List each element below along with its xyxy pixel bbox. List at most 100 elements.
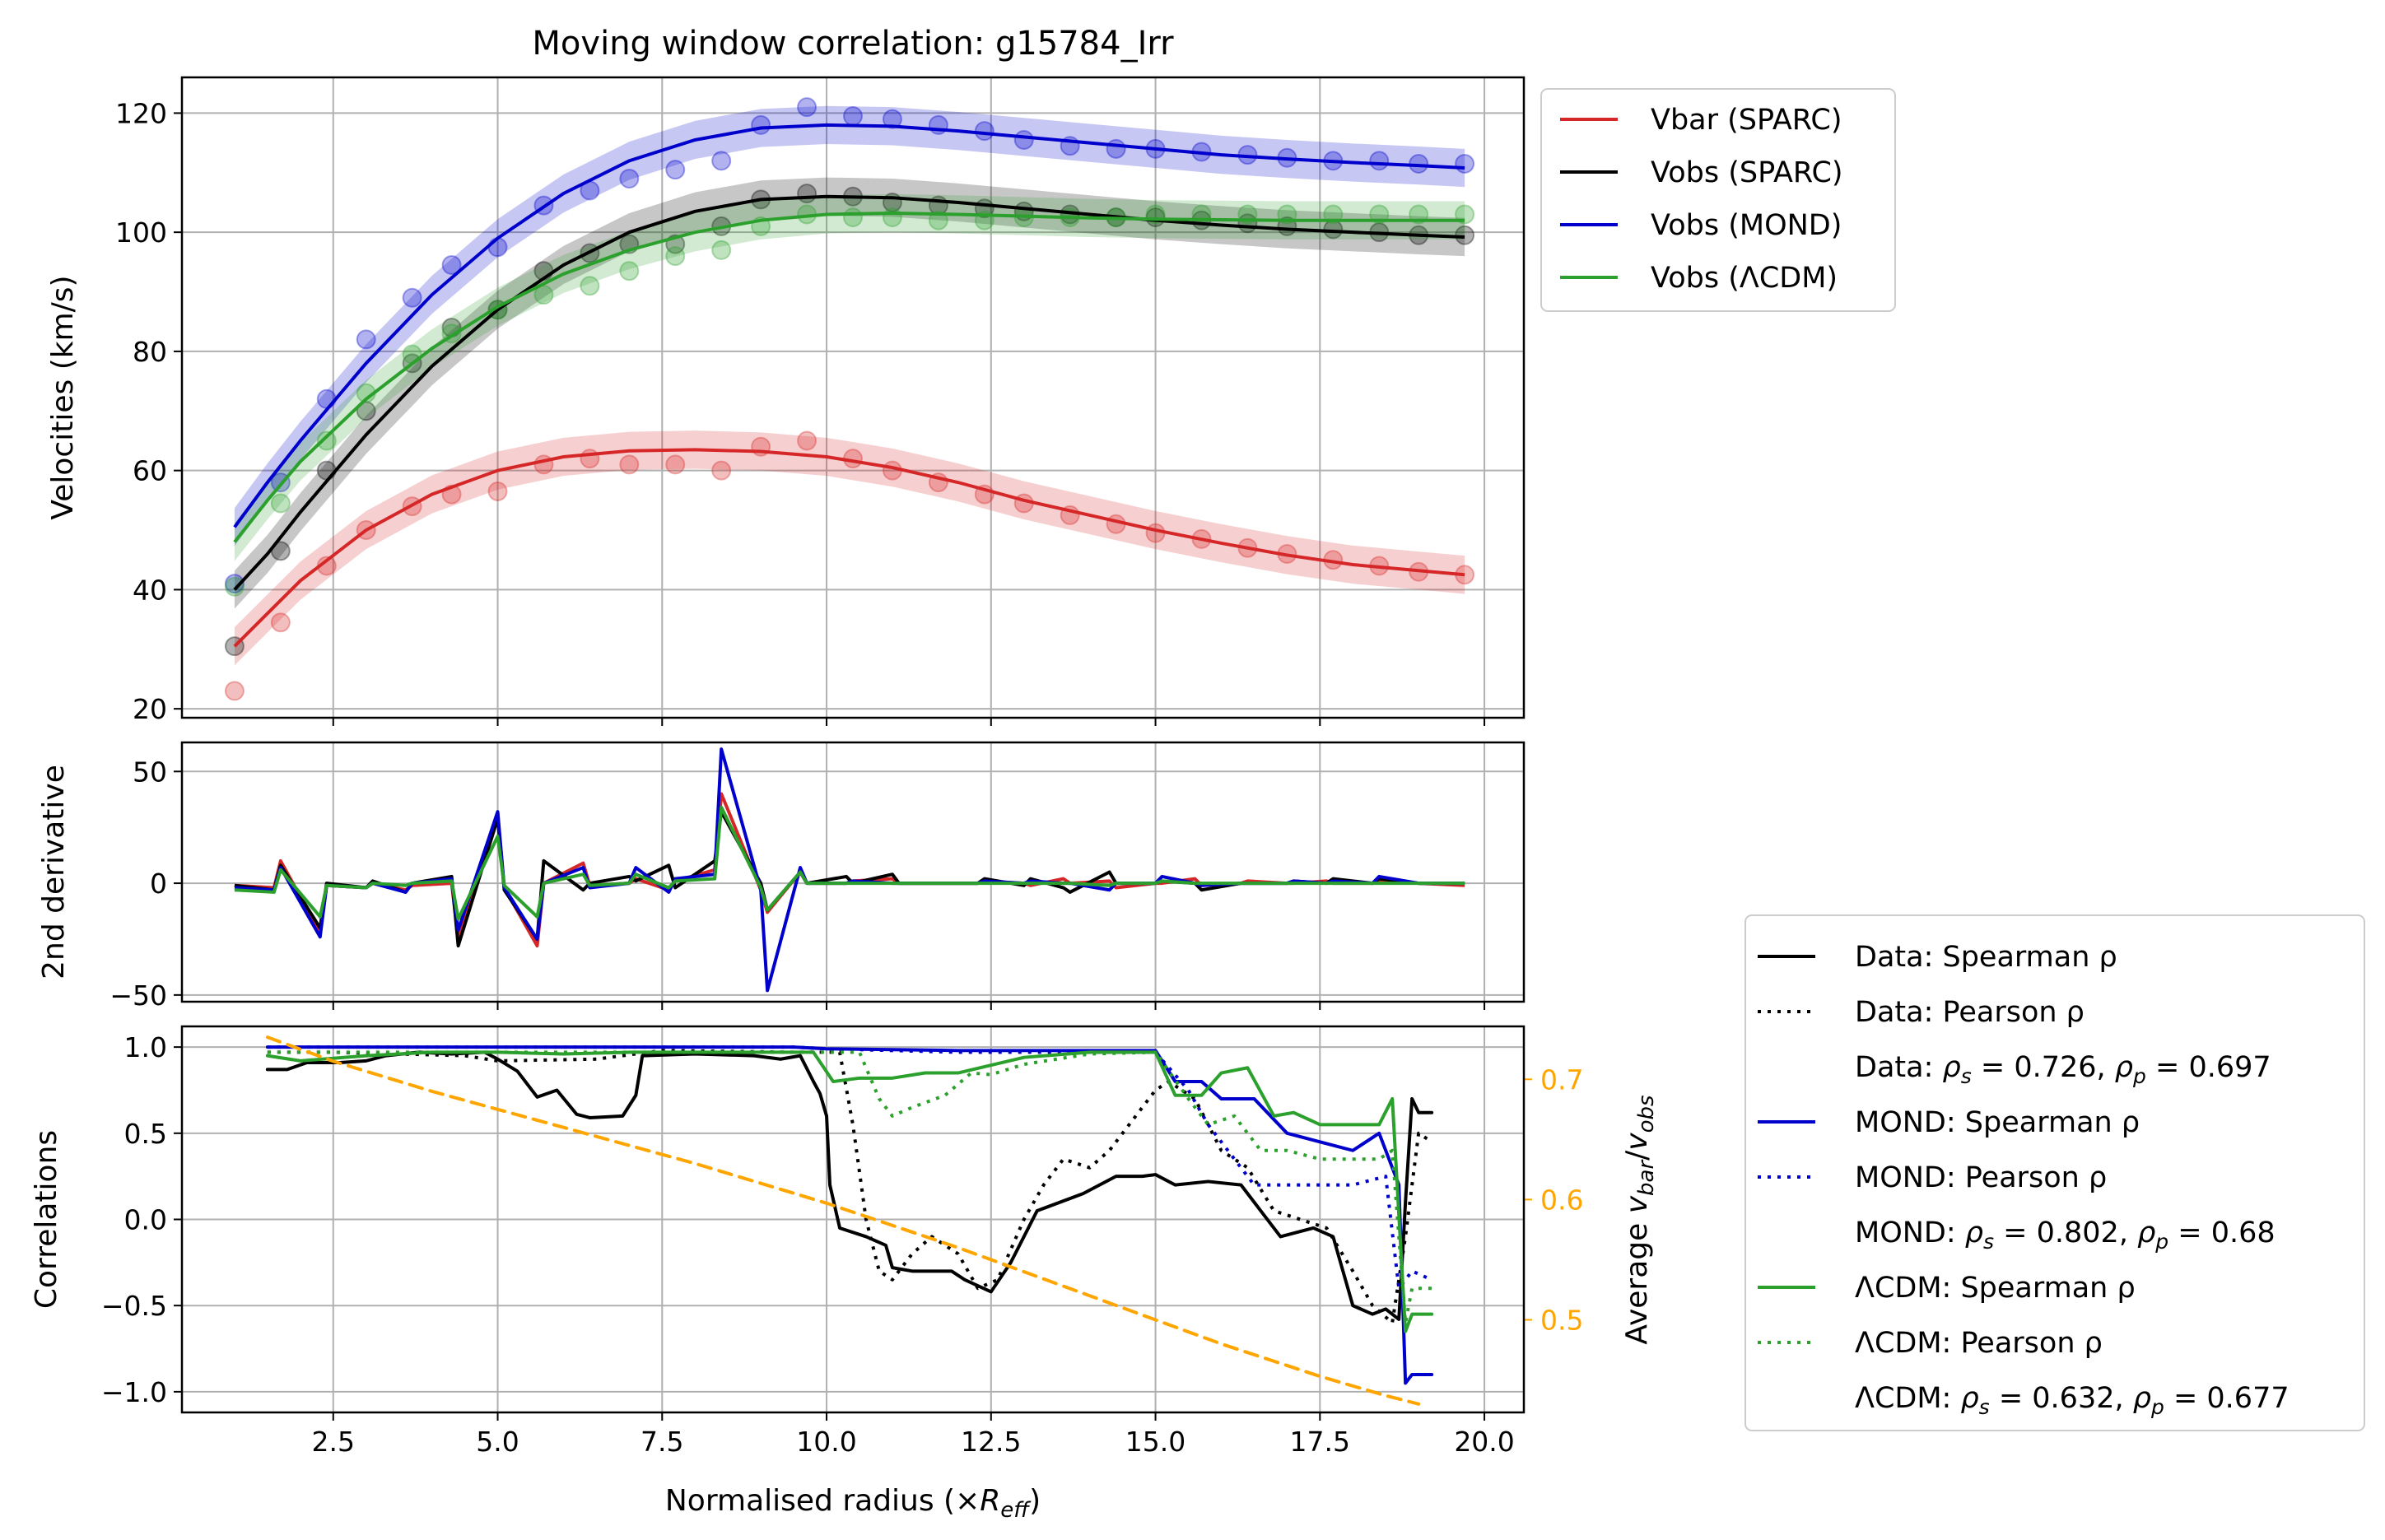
y-tick-label: 60	[133, 455, 167, 487]
legend-label: Vbar (SPARC)	[1651, 104, 1842, 137]
x-tick-label: 10.0	[796, 1426, 856, 1458]
uncertainty-band	[234, 105, 1465, 547]
data-point	[974, 121, 995, 142]
x-tick-label: 7.5	[641, 1426, 683, 1458]
x-label-text: Normalised radius (×	[665, 1484, 980, 1518]
legend-rho: ρ	[1943, 1051, 1961, 1084]
legend-label: ΛCDM: Spearman ρ	[1855, 1272, 2136, 1305]
data-point	[619, 261, 640, 281]
y-tick-label: 1.0	[124, 1031, 167, 1063]
axes-frame	[180, 76, 1526, 719]
legend-rp-value: = 0.697	[2146, 1051, 2271, 1084]
x-label-subscript: eff	[1000, 1498, 1032, 1523]
series-line	[233, 212, 1465, 543]
y-tick-label: −50	[109, 979, 167, 1012]
legend-sub: p	[2132, 1064, 2146, 1088]
legend-rs-value: = 0.802,	[1994, 1217, 2137, 1249]
data-point	[356, 329, 376, 350]
series-line	[234, 747, 1465, 993]
y-tick-label: −0.5	[101, 1290, 167, 1322]
y-tick-label: 0	[150, 868, 167, 900]
legend-label: Vobs (MOND)	[1651, 209, 1842, 242]
data-point	[711, 151, 732, 171]
data-point	[711, 240, 732, 260]
x-tick-label: 17.5	[1290, 1426, 1350, 1458]
y-tick-label: 40	[133, 574, 167, 606]
legend-sub: s	[1979, 1395, 1990, 1419]
data-point	[1455, 153, 1475, 174]
legend-stats-label: ΛCDM: ρs = 0.632, ρp = 0.677	[1855, 1382, 2290, 1419]
data-point	[580, 276, 600, 296]
y2-label-v: v	[1620, 1133, 1654, 1151]
legend-rs-value: = 0.632,	[1990, 1382, 2133, 1415]
correlation-panel: −1.0 −0.5 0.0 0.5 1.0 2.5 5.0 7.5 10.0 12.5 15.0 17…	[30, 1025, 1659, 1523]
y2-tick-label: 0.5	[1540, 1304, 1583, 1336]
data-point	[928, 210, 948, 230]
data-point	[533, 285, 554, 305]
data-point	[1145, 523, 1166, 543]
legend-rho: ρ	[2137, 1217, 2155, 1249]
y2-label-sub: obs	[1634, 1095, 1659, 1133]
data-point	[619, 169, 640, 189]
y-tick-label: 80	[133, 336, 167, 368]
x-axis-label: Normalised radius (×Reff)	[665, 1484, 1041, 1523]
data-point	[751, 114, 771, 135]
y2-tick-label: 0.6	[1540, 1184, 1583, 1216]
legend-box	[1744, 914, 2365, 1431]
data-point	[1013, 129, 1034, 150]
legend-stats-label: Data: ρs = 0.726, ρp = 0.697	[1855, 1051, 2271, 1088]
data-point	[441, 254, 462, 275]
legend-stats-label: MOND: ρs = 0.802, ρp = 0.68	[1855, 1217, 2276, 1254]
data-point	[402, 287, 422, 308]
velocity-legend: Vbar (SPARC) Vobs (SPARC) Vobs (MOND) Vobs …	[1540, 88, 1896, 312]
y2-label-sub: bar	[1634, 1159, 1659, 1196]
data-point	[270, 493, 291, 514]
legend-rho: ρ	[2133, 1382, 2151, 1415]
correlation-legend: Data: Spearman ρ Data: Pearson ρ Data: ρs …	[1744, 914, 2365, 1431]
data-point	[665, 160, 686, 180]
legend-label: Vobs (ΛCDM)	[1651, 262, 1838, 295]
data-point	[316, 430, 337, 451]
legend-rho: ρ	[2115, 1051, 2133, 1084]
data-point	[843, 106, 863, 127]
y-tick-label: −1.0	[101, 1376, 167, 1408]
data-point	[665, 454, 686, 475]
legend-stats-prefix: ΛCDM:	[1855, 1382, 1960, 1415]
y-axis-label: 2nd derivative	[37, 765, 71, 979]
legend-rho: ρ	[1960, 1382, 1978, 1415]
second-derivative-panel: −50 0 50 2nd derivative	[37, 741, 1526, 1012]
legend-rho: ρ	[1965, 1217, 1983, 1249]
legend-box	[1540, 88, 1896, 312]
y-tick-label: 20	[133, 693, 167, 725]
data-point	[224, 576, 245, 597]
legend-rp-value: = 0.677	[2164, 1382, 2290, 1415]
legend-sub: p	[2154, 1230, 2168, 1254]
series-line	[233, 448, 1465, 648]
legend-stats-prefix: MOND:	[1855, 1217, 1965, 1249]
x-tick-label: 5.0	[476, 1426, 519, 1458]
axes-frame	[180, 741, 1526, 1003]
y2-tick-label: 0.7	[1540, 1063, 1583, 1096]
legend-rs-value: = 0.726,	[1972, 1051, 2115, 1084]
velocity-panel: 20 40 60 80 100 120 Velocities (km/s) Moving wi…	[46, 25, 1526, 726]
data-point	[316, 388, 337, 409]
legend-label: Data: Spearman ρ	[1855, 941, 2117, 974]
data-point	[843, 207, 863, 228]
data-point	[711, 460, 732, 481]
y-axis-label: Velocities (km/s)	[46, 275, 80, 519]
legend-stats-prefix: Data:	[1855, 1051, 1943, 1084]
axes-frame	[180, 1025, 1526, 1414]
legend-label: MOND: Spearman ρ	[1855, 1106, 2140, 1139]
data-point	[224, 681, 245, 701]
legend-label: Vobs (SPARC)	[1651, 156, 1843, 189]
data-point	[487, 237, 508, 258]
y2-label-v: v	[1620, 1195, 1654, 1213]
legend-label: MOND: Pearson ρ	[1855, 1161, 2107, 1194]
series-line	[234, 810, 1465, 948]
plot-area	[234, 747, 1465, 993]
data-point	[665, 246, 686, 267]
y2-label-slash: /	[1620, 1150, 1654, 1161]
series-line	[267, 1049, 1433, 1325]
x-tick-label: 15.0	[1125, 1426, 1186, 1458]
